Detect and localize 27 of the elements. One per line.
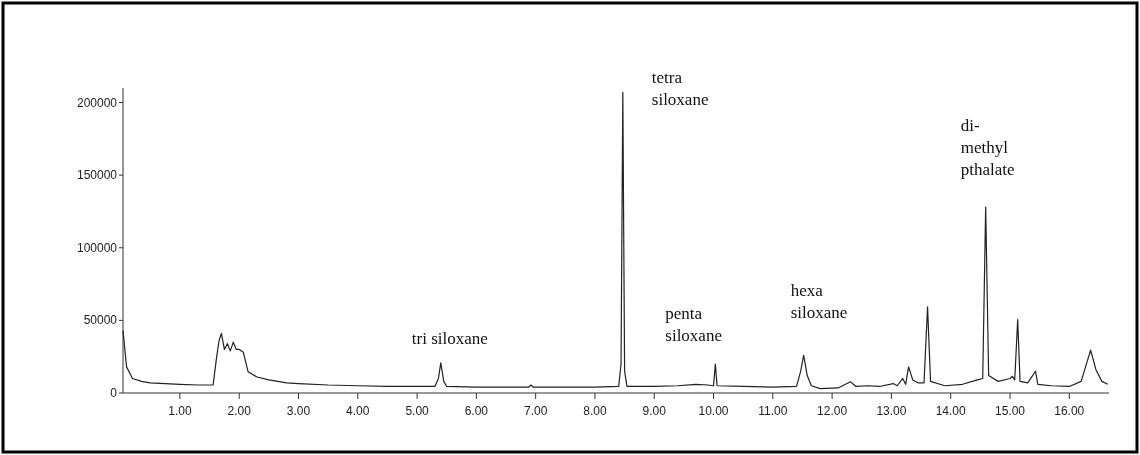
x-tick-label: 10.00 (698, 404, 729, 418)
x-tick-label: 3.00 (286, 404, 311, 418)
x-tick-label: 2.00 (227, 404, 252, 418)
x-tick-label: 4.00 (346, 404, 370, 418)
y-tick-label: 150000 (76, 168, 118, 183)
y-tick-label: 0 (110, 386, 118, 400)
annotation: tri siloxane (411, 328, 488, 348)
y-tick-label: 100000 (76, 240, 118, 255)
line-series (122, 91, 1109, 390)
x-tick-label: 12.00 (817, 404, 848, 418)
x-tick-label: 5.00 (405, 404, 430, 418)
x-tick-label: 7.00 (523, 404, 548, 418)
x-tick-label: 16.00 (1054, 404, 1085, 418)
x-tick-label: 9.00 (642, 404, 667, 418)
x-tick-label: 1.00 (168, 404, 192, 418)
x-tick-label: 14.00 (935, 404, 967, 418)
annotation: di- methyl pthalate (960, 116, 1015, 180)
x-tick-label: 11.00 (758, 404, 788, 418)
x-tick-label: 15.00 (994, 404, 1026, 418)
annotation: hexa siloxane (790, 281, 848, 323)
annotation: penta siloxane (665, 304, 722, 346)
y-tick-label: 50000 (83, 313, 118, 328)
y-tick-label: 200000 (76, 95, 118, 110)
annotation: tetra siloxane (651, 68, 709, 110)
x-tick-label: 13.00 (876, 404, 907, 418)
x-tick-label: 6.00 (464, 404, 489, 418)
x-tick-label: 8.00 (583, 404, 607, 418)
